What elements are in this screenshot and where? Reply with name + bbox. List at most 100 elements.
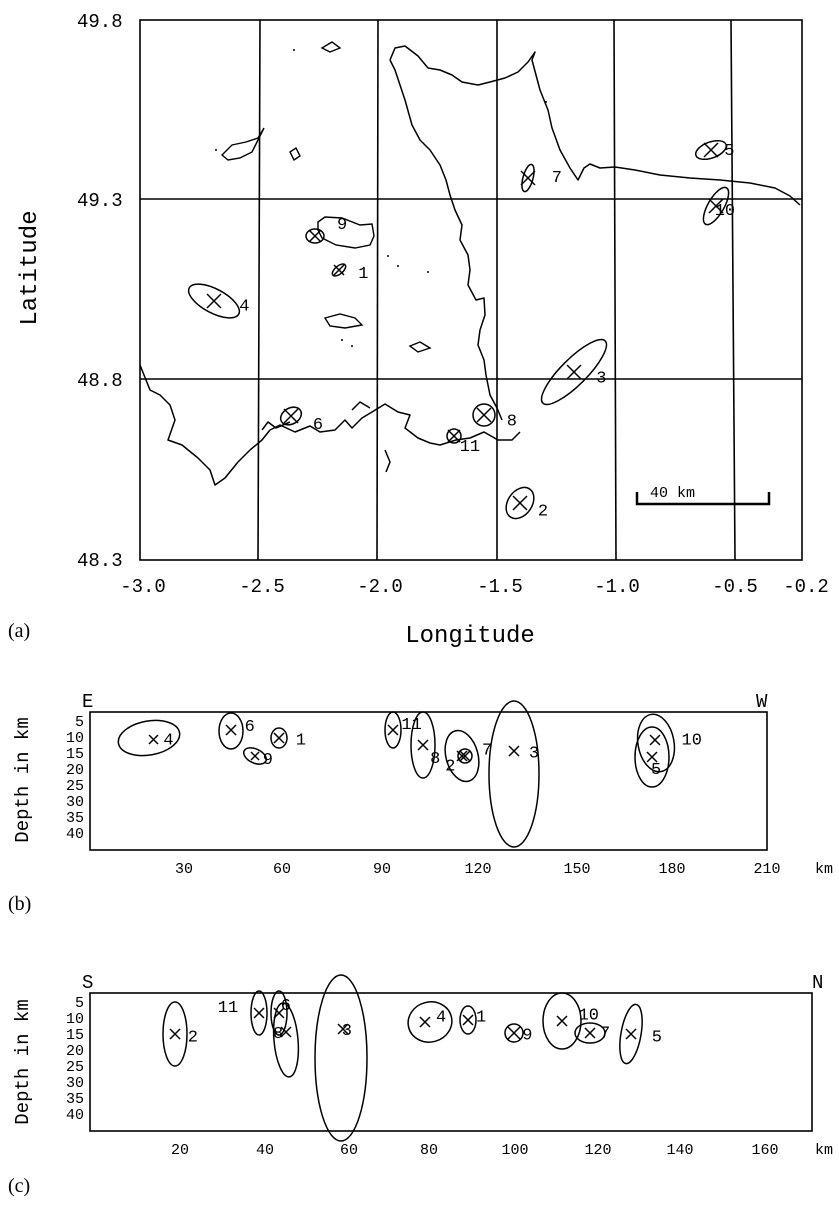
x-unit-label: km xyxy=(815,1142,833,1159)
depth-tick-label: 5 xyxy=(75,995,84,1012)
island-chausey xyxy=(323,313,364,329)
event-label: 2 xyxy=(445,758,455,777)
grid-lon-1.0 xyxy=(613,19,617,561)
ew-section-panel: 5 10 15 20 25 30 35 40 30 60 90 120 150 … xyxy=(8,691,833,915)
event-label: 10 xyxy=(579,1007,599,1026)
depth-tick-label: 30 xyxy=(66,1075,84,1092)
sn-event-labels: 1 2 3 4 5 6 7 8 9 10 11 xyxy=(188,997,662,1048)
scale-bar: 40 km xyxy=(635,485,771,506)
lon-tick-label: -0.5 xyxy=(712,576,758,598)
depth-tick-label: 35 xyxy=(66,810,84,827)
event-marker xyxy=(542,992,582,1050)
map-grid xyxy=(140,19,802,561)
x-tick-label: 30 xyxy=(175,861,193,878)
event-marker xyxy=(117,719,181,757)
x-tick-label: 60 xyxy=(273,861,291,878)
channel-islands xyxy=(220,41,432,353)
event-label: 6 xyxy=(313,416,323,435)
x-tick-label: 60 xyxy=(340,1142,358,1159)
cross-marker xyxy=(708,198,724,214)
depth-tick-label: 20 xyxy=(66,1043,84,1060)
island-jersey xyxy=(317,216,375,249)
event-marker xyxy=(694,139,728,161)
map-events xyxy=(187,139,730,520)
panel-tag-c: (c) xyxy=(8,1175,30,1197)
event-marker xyxy=(459,1005,477,1035)
event-label: 6 xyxy=(281,997,291,1016)
error-ellipse xyxy=(619,1003,643,1065)
lat-tick-label: 48.3 xyxy=(77,550,123,572)
ew-left-direction: E xyxy=(82,691,93,713)
map-frame xyxy=(139,19,803,561)
event-label: 5 xyxy=(724,142,734,161)
event-marker xyxy=(331,263,347,277)
sn-section-panel: 5 10 15 20 25 30 35 40 20 40 60 80 100 1… xyxy=(8,972,833,1197)
sn-events xyxy=(162,974,643,1142)
event-marker xyxy=(488,700,540,848)
event-marker xyxy=(162,1001,188,1067)
error-ellipse xyxy=(505,486,535,520)
reef-dot xyxy=(215,149,217,151)
event-label: 8 xyxy=(273,1025,283,1044)
error-ellipse xyxy=(272,1002,300,1078)
sn-left-direction: S xyxy=(82,972,93,994)
error-ellipse xyxy=(117,719,181,757)
error-ellipse xyxy=(542,992,582,1050)
depth-tick-label: 40 xyxy=(66,1107,84,1124)
ew-right-direction: W xyxy=(756,691,768,713)
event-marker xyxy=(636,713,676,773)
grid-lon-0.5 xyxy=(730,19,736,561)
cross-marker xyxy=(308,229,322,243)
lat-tick-label: 49.8 xyxy=(77,11,123,33)
error-ellipse xyxy=(488,700,540,848)
cross-marker xyxy=(280,1026,292,1038)
grid-lon-2.5 xyxy=(257,19,261,561)
cross-marker xyxy=(250,751,260,761)
event-label: 6 xyxy=(245,718,255,737)
error-ellipse xyxy=(270,990,288,1036)
sn-frame xyxy=(89,992,813,1132)
event-label: 11 xyxy=(460,438,480,457)
cross-marker xyxy=(462,1014,474,1026)
error-ellipse xyxy=(305,228,325,244)
brittany-northern-inlets xyxy=(261,401,391,473)
x-tick-label: 150 xyxy=(563,861,590,878)
error-ellipse xyxy=(314,974,368,1142)
event-label: 7 xyxy=(552,169,562,188)
event-marker xyxy=(270,727,288,749)
event-label: 3 xyxy=(596,369,606,388)
event-label: 10 xyxy=(715,202,735,221)
event-marker xyxy=(504,1023,524,1043)
event-marker xyxy=(446,428,462,444)
event-marker xyxy=(242,747,268,765)
error-ellipse xyxy=(521,163,535,193)
error-ellipse xyxy=(410,711,436,779)
x-tick-label: 20 xyxy=(171,1142,189,1159)
map-ylabel: Latitude xyxy=(17,210,44,325)
cross-marker xyxy=(273,732,285,744)
x-tick-label: 40 xyxy=(256,1142,274,1159)
error-ellipse xyxy=(459,1005,477,1035)
lat-tick-label: 49.3 xyxy=(77,190,123,212)
sn-right-direction: N xyxy=(812,972,823,994)
event-marker xyxy=(410,711,436,779)
event-label: 3 xyxy=(529,744,539,763)
event-marker xyxy=(384,711,402,749)
error-ellipse xyxy=(574,1022,606,1044)
error-ellipse xyxy=(694,139,728,161)
reef-dots xyxy=(215,49,547,347)
cross-marker xyxy=(625,1028,637,1040)
cotentin-west-coast xyxy=(389,59,503,421)
depth-tick-label: 15 xyxy=(66,1027,84,1044)
x-tick-label: 160 xyxy=(751,1142,778,1159)
cross-marker xyxy=(508,745,520,757)
lon-tick-label: -2.0 xyxy=(357,576,403,598)
ew-frame xyxy=(89,711,768,851)
x-unit-label: km xyxy=(815,861,833,878)
scale-bar-label: 40 km xyxy=(650,485,695,502)
event-label: 8 xyxy=(430,750,440,769)
lon-tick-label: -0.2 xyxy=(783,576,829,598)
event-label: 1 xyxy=(358,265,368,284)
ew-depth-ticks: 5 10 15 20 25 30 35 40 xyxy=(66,714,84,843)
ew-ylabel: Depth in km xyxy=(12,717,34,842)
